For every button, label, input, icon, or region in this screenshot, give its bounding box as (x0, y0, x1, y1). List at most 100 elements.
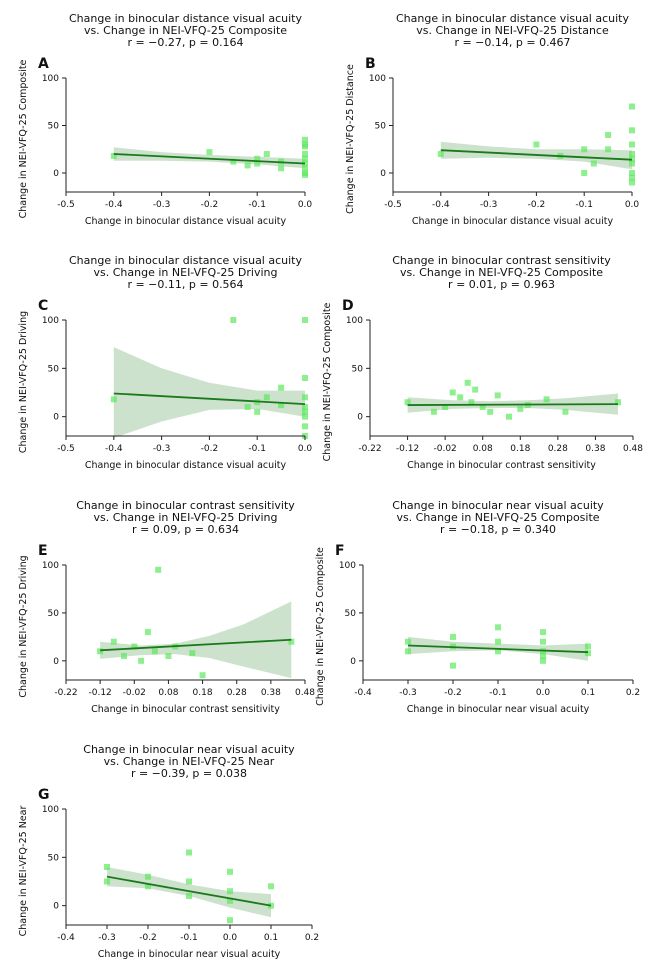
y-tick-label: 50 (375, 122, 387, 132)
x-tick-label: 0.0 (625, 200, 640, 210)
chart-title: Change in binocular contrast sensitivity (76, 499, 295, 512)
x-tick-label: -0.1 (248, 200, 266, 210)
x-tick-label: -0.4 (354, 688, 372, 698)
data-point (533, 141, 540, 148)
x-axis-label: Change in binocular contrast sensitivity (407, 460, 596, 471)
y-axis-label: Change in NEI-VFQ-25 Composite (315, 547, 326, 706)
data-point (506, 413, 512, 420)
data-point (278, 165, 285, 172)
data-point (121, 653, 127, 659)
data-point (186, 878, 192, 885)
panel-letter: B (365, 56, 376, 72)
x-tick-label: 0.08 (473, 444, 493, 454)
x-tick-label: -0.12 (88, 688, 111, 698)
y-tick-label: 100 (42, 561, 59, 571)
data-point (468, 399, 475, 406)
confidence-band (107, 867, 271, 918)
x-tick-label: -0.5 (57, 444, 75, 454)
y-tick-label: 100 (42, 805, 59, 815)
chart-panel-g: Change in binocular near visual acuityvs… (18, 743, 319, 960)
y-axis-label: Change in NEI-VFQ-25 Driving (18, 555, 29, 697)
y-tick-label: 0 (53, 902, 59, 912)
regression-line (100, 638, 292, 652)
data-point (145, 873, 151, 880)
chart-title: Change in binocular distance visual acui… (69, 12, 303, 25)
y-tick-label: 50 (352, 364, 364, 374)
chart-panel-a: Change in binocular distance visual acui… (18, 12, 312, 227)
x-axis-label: Change in binocular contrast sensitivity (91, 704, 280, 715)
panel-letter: E (38, 543, 48, 559)
data-point (151, 648, 158, 655)
data-point (278, 402, 285, 409)
chart-subtitle: vs. Change in NEI-VFQ-25 Driving (94, 266, 278, 279)
data-point (302, 151, 308, 157)
data-point (585, 643, 591, 650)
data-point (629, 127, 635, 134)
x-tick-label: -0.02 (433, 444, 456, 454)
y-axis-label: Change in NEI-VFQ-25 Distance (345, 64, 356, 214)
panel-letter: F (335, 543, 345, 559)
data-point (629, 170, 635, 176)
chart-title: Change in binocular near visual acuity (83, 743, 295, 756)
chart-subtitle: vs. Change in NEI-VFQ-25 Composite (400, 266, 603, 279)
chart-subtitle: vs. Change in NEI-VFQ-25 Near (104, 755, 275, 768)
data-point (230, 317, 237, 323)
data-point (629, 179, 635, 186)
y-axis-label: Change in NEI-VFQ-25 Composite (18, 59, 29, 218)
data-point (254, 408, 261, 415)
chart-title: Change in binocular distance visual acui… (69, 254, 303, 267)
x-tick-label: 0.0 (223, 933, 238, 943)
data-point (562, 408, 569, 415)
data-point (581, 146, 588, 153)
x-tick-label: -0.22 (358, 444, 381, 454)
x-tick-label: -0.4 (432, 200, 450, 210)
data-point (404, 399, 411, 406)
x-tick-label: -0.2 (201, 200, 219, 210)
data-point (244, 404, 251, 410)
data-point (302, 423, 308, 430)
x-tick-label: -0.1 (575, 200, 593, 210)
data-point (495, 624, 501, 631)
y-axis-label: Change in NEI-VFQ-25 Composite (322, 302, 333, 461)
x-tick-label: -0.12 (396, 444, 419, 454)
data-point (450, 662, 456, 669)
data-point (437, 151, 444, 157)
x-tick-label: 0.2 (626, 688, 640, 698)
x-tick-label: 0.48 (623, 444, 643, 454)
x-tick-label: -0.4 (105, 444, 123, 454)
data-point (302, 155, 308, 162)
y-tick-label: 100 (369, 74, 386, 84)
data-point (110, 638, 117, 645)
data-point (449, 389, 456, 396)
data-point (104, 878, 110, 885)
chart-title: Change in binocular near visual acuity (392, 499, 604, 512)
x-tick-label: -0.2 (444, 688, 462, 698)
data-point (199, 672, 206, 679)
y-axis-label: Change in NEI-VFQ-25 Near (18, 806, 29, 937)
data-point (288, 638, 295, 645)
panel-letter: A (38, 56, 49, 72)
chart-panel-e: Change in binocular contrast sensitivity… (18, 499, 315, 715)
data-point (494, 392, 501, 399)
y-tick-label: 100 (339, 561, 356, 571)
y-tick-label: 50 (48, 364, 60, 374)
x-tick-label: 0.28 (548, 444, 568, 454)
x-axis-label: Change in binocular near visual acuity (98, 949, 281, 960)
x-tick-label: 0.0 (536, 688, 551, 698)
data-point (268, 883, 274, 890)
y-tick-label: 0 (380, 169, 386, 179)
data-point (517, 405, 524, 412)
data-point (540, 629, 546, 636)
data-point (540, 657, 546, 664)
data-point (302, 375, 308, 381)
data-point (110, 396, 117, 403)
data-point (464, 379, 471, 386)
x-axis-label: Change in binocular distance visual acui… (85, 216, 287, 227)
data-point (302, 141, 308, 148)
x-tick-label: -0.3 (399, 688, 417, 698)
data-point (302, 413, 308, 420)
chart-subtitle: vs. Change in NEI-VFQ-25 Driving (94, 511, 278, 524)
data-point (629, 151, 635, 157)
chart-stats: r = −0.39, p = 0.038 (131, 767, 247, 780)
data-point (590, 160, 597, 167)
